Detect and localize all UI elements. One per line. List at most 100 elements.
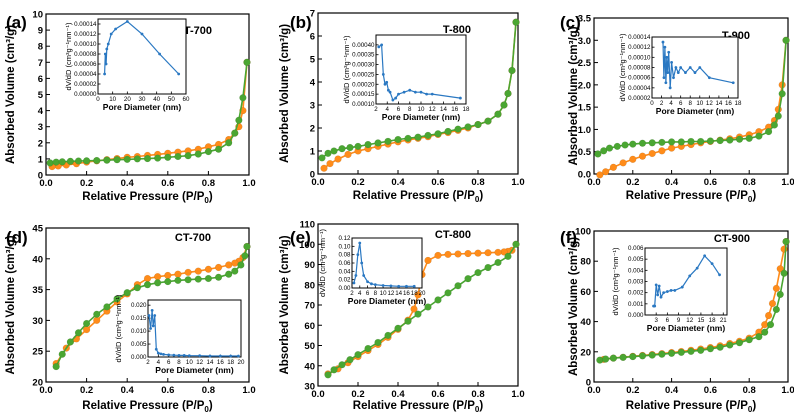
adsorption-point bbox=[133, 284, 142, 292]
psd-point bbox=[394, 96, 398, 100]
inset-chart: 0 10 20 30 40 50 60 0.00000 0.00002 0.00004 0.0000… bbox=[64, 18, 190, 112]
psd-point bbox=[661, 40, 665, 44]
y-tick-label: 6 bbox=[38, 74, 43, 85]
adsorption-point bbox=[621, 141, 629, 149]
adsorption-point bbox=[605, 144, 614, 152]
adsorption-point bbox=[434, 296, 442, 304]
inset-x-tick-label: 60 bbox=[183, 96, 190, 103]
x-tick-label: 0.8 bbox=[202, 178, 215, 189]
psd-point bbox=[663, 45, 667, 49]
y-tick-label: 0.0 bbox=[578, 170, 591, 181]
adsorption-point bbox=[609, 354, 618, 362]
psd-point bbox=[693, 71, 697, 74]
psd-point bbox=[388, 90, 392, 94]
x-axis-label-main: Relative Pressure (P/P bbox=[82, 400, 204, 412]
inset-x-tick-label: 6 bbox=[167, 359, 171, 366]
psd-point bbox=[362, 274, 366, 277]
sample-label: T-800 bbox=[443, 24, 471, 36]
panel-label: (d) bbox=[6, 228, 28, 247]
adsorption-point bbox=[484, 263, 492, 272]
adsorption-point bbox=[434, 130, 442, 138]
psd-point bbox=[662, 291, 666, 295]
psd-point bbox=[679, 66, 683, 69]
panel-label: (b) bbox=[290, 13, 312, 32]
inset-x-tick-label: 18 bbox=[463, 106, 470, 113]
inset-x-tick-label: 4 bbox=[358, 290, 362, 297]
adsorption-point bbox=[364, 344, 372, 353]
inset-y-axis-label: dV/dD (cm³g⁻¹nm⁻¹) bbox=[611, 247, 620, 315]
desorption-point bbox=[619, 159, 627, 167]
adsorption-point bbox=[184, 152, 192, 160]
y-tick-label: 35 bbox=[32, 285, 43, 296]
panel-c: 0.0 0.2 0.4 0.6 0.8 1.0 0.0 0.5 1.0 1.5 2.0 2.5 3.0 3… bbox=[560, 13, 794, 204]
y-tick-label: 110 bbox=[300, 220, 315, 231]
x-axis-label-subscript: 0 bbox=[748, 405, 753, 414]
inset-x-tick-label: 2 bbox=[660, 100, 664, 107]
adsorption-series bbox=[46, 58, 251, 167]
y-tick-label: 1 bbox=[38, 154, 44, 165]
inset-y-tick-label: 0.000 bbox=[131, 354, 147, 361]
psd-point bbox=[381, 73, 385, 76]
adsorption-point bbox=[82, 157, 91, 165]
psd-point bbox=[370, 282, 373, 286]
adsorption-point bbox=[239, 94, 247, 102]
x-tick-label: 0.2 bbox=[80, 178, 93, 189]
panel-label: (f) bbox=[560, 228, 577, 247]
psd-point bbox=[684, 71, 687, 74]
inset-y-axis-label: dV/dD (cm³g⁻¹nm⁻¹) bbox=[114, 294, 123, 362]
adsorption-point bbox=[318, 154, 326, 162]
psd-point bbox=[105, 47, 109, 51]
y-tick-label: 20 bbox=[580, 347, 591, 358]
inset-frame bbox=[147, 299, 242, 358]
desorption-point bbox=[164, 271, 172, 280]
desorption-point bbox=[320, 164, 328, 172]
x-tick-label: 1.0 bbox=[511, 389, 524, 400]
inset-x-tick-label: 0 bbox=[650, 100, 654, 107]
y-tick-label: 3 bbox=[310, 101, 315, 112]
inset-x-axis-label: Pore Diameter (nm) bbox=[382, 112, 461, 122]
y-tick-label: 5 bbox=[310, 55, 316, 66]
inset-y-tick-label: 0.00012 bbox=[628, 44, 651, 51]
adsorption-point bbox=[164, 277, 172, 286]
inset-x-tick-label: 8 bbox=[374, 290, 378, 297]
x-axis-label-close: ) bbox=[752, 400, 756, 412]
inset-x-tick-label: 12 bbox=[429, 106, 436, 113]
desorption-point bbox=[464, 249, 472, 258]
inset-x-tick-label: 20 bbox=[238, 359, 245, 366]
adsorption-point bbox=[770, 121, 779, 129]
psd-point bbox=[140, 32, 144, 36]
adsorption-point bbox=[394, 324, 402, 332]
x-tick-label: 0.0 bbox=[311, 389, 324, 400]
inset-y-tick-label: 0.000 bbox=[628, 312, 644, 319]
desorption-point bbox=[658, 147, 666, 155]
psd-point bbox=[356, 253, 360, 257]
psd-point bbox=[182, 354, 186, 357]
y-tick-label: 3.5 bbox=[578, 14, 592, 25]
inset-x-tick-label: 10 bbox=[418, 106, 425, 113]
psd-point bbox=[380, 43, 384, 47]
inset-y-tick-label: 0.02 bbox=[338, 277, 351, 284]
inset-x-tick-label: 50 bbox=[168, 96, 175, 103]
adsorption-point bbox=[677, 138, 685, 146]
psd-point bbox=[412, 284, 416, 288]
adsorption-point bbox=[154, 154, 162, 162]
adsorption-point bbox=[774, 112, 782, 120]
inset-x-tick-label: 14 bbox=[715, 100, 722, 107]
desorption-point bbox=[768, 299, 777, 308]
plot-frame bbox=[593, 17, 789, 175]
adsorption-point bbox=[66, 338, 75, 346]
inset-x-tick-label: 0 bbox=[96, 96, 100, 103]
adsorption-point bbox=[143, 154, 152, 163]
adsorption-point bbox=[658, 350, 666, 358]
y-tick-label: 100 bbox=[575, 227, 591, 238]
inset-y-tick-label: 0.00015 bbox=[352, 91, 375, 98]
x-tick-label: 0.6 bbox=[161, 178, 174, 189]
psd-point bbox=[391, 98, 395, 102]
adsorption-point bbox=[697, 137, 705, 146]
psd-point bbox=[672, 76, 675, 80]
x-tick-label: 0.8 bbox=[471, 389, 484, 400]
x-axis-label: Relative Pressure (P/P0) bbox=[82, 191, 213, 205]
